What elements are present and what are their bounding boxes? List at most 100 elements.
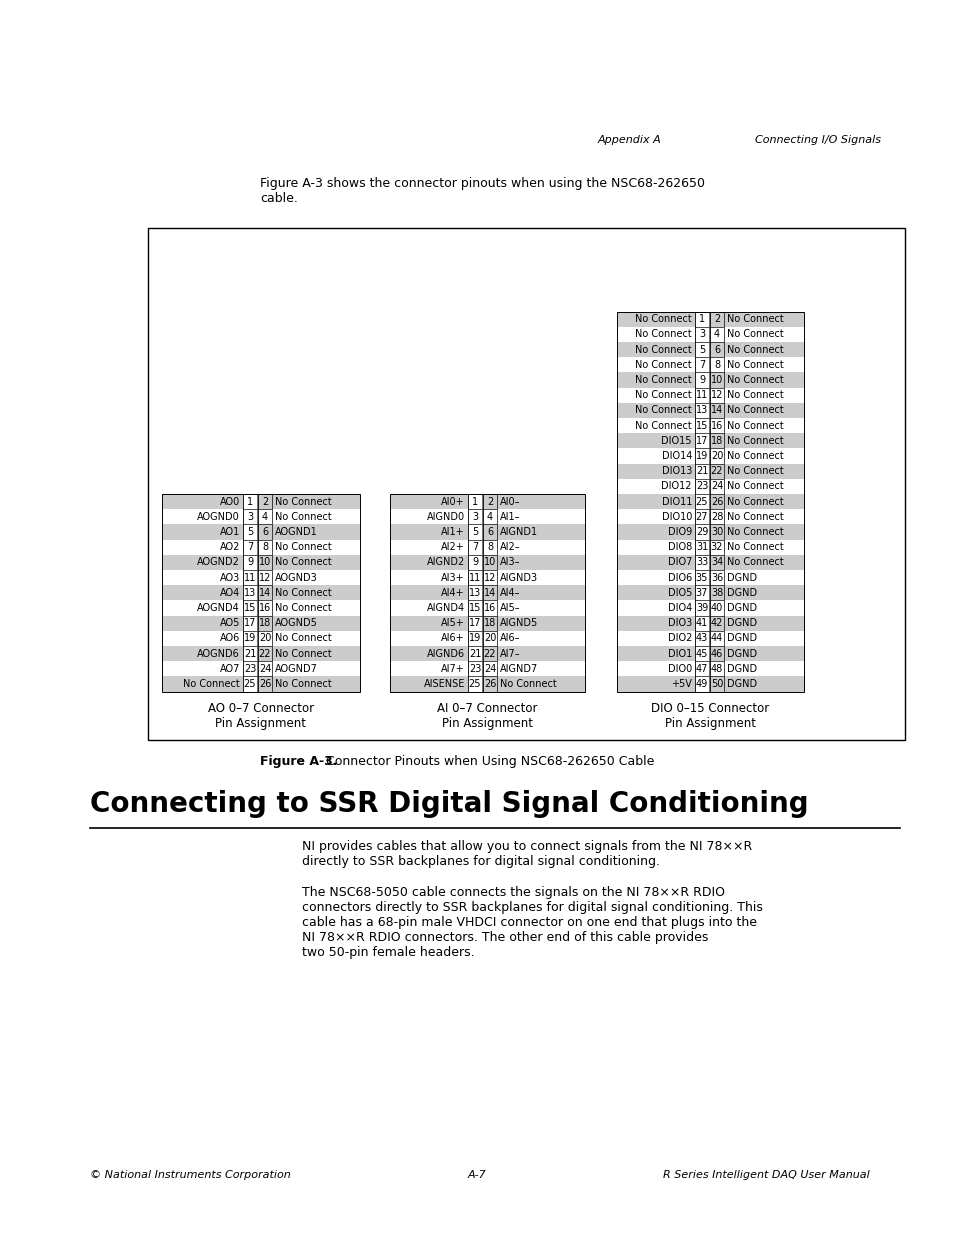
Text: AI5–: AI5– <box>499 603 520 613</box>
Bar <box>390 585 468 600</box>
Bar <box>272 646 359 661</box>
Bar <box>617 615 695 631</box>
Bar <box>617 525 695 540</box>
Text: No Connect: No Connect <box>726 345 783 354</box>
Text: 50: 50 <box>710 679 722 689</box>
Bar <box>617 357 695 373</box>
Bar <box>695 571 708 585</box>
Text: AI3+: AI3+ <box>441 573 464 583</box>
Text: 23: 23 <box>468 663 480 674</box>
Text: DIO7: DIO7 <box>667 557 691 567</box>
Bar <box>695 327 708 342</box>
Text: AOGND5: AOGND5 <box>274 619 317 629</box>
Text: No Connect: No Connect <box>726 511 783 522</box>
Text: DIO15: DIO15 <box>660 436 691 446</box>
Text: No Connect: No Connect <box>726 421 783 431</box>
Bar <box>617 646 695 661</box>
Text: 7: 7 <box>247 542 253 552</box>
Bar <box>617 494 695 509</box>
Bar <box>482 585 497 600</box>
Text: 36: 36 <box>710 573 722 583</box>
Bar <box>162 571 243 585</box>
Bar <box>723 448 803 463</box>
Bar <box>272 585 359 600</box>
Bar <box>723 494 803 509</box>
Text: No Connect: No Connect <box>726 405 783 415</box>
Text: AISENSE: AISENSE <box>423 679 464 689</box>
Bar <box>482 525 497 540</box>
Text: 16: 16 <box>710 421 722 431</box>
Bar <box>243 615 256 631</box>
Bar <box>468 600 481 615</box>
Bar <box>468 509 481 525</box>
Bar <box>257 540 272 555</box>
Bar <box>272 571 359 585</box>
Bar <box>243 677 256 692</box>
Bar <box>497 571 584 585</box>
Bar <box>162 494 359 692</box>
Bar <box>272 494 359 509</box>
Bar <box>709 342 723 357</box>
Text: 10: 10 <box>710 375 722 385</box>
Text: AI4+: AI4+ <box>441 588 464 598</box>
Text: AIGND2: AIGND2 <box>426 557 464 567</box>
Text: 16: 16 <box>483 603 496 613</box>
Bar <box>243 571 256 585</box>
Text: AI 0–7 Connector
Pin Assignment: AI 0–7 Connector Pin Assignment <box>436 701 537 730</box>
Text: 48: 48 <box>710 663 722 674</box>
Bar <box>617 327 695 342</box>
Bar <box>497 494 584 509</box>
Bar <box>497 555 584 571</box>
Text: No Connect: No Connect <box>274 557 332 567</box>
Text: DGND: DGND <box>726 619 757 629</box>
Text: DIO9: DIO9 <box>667 527 691 537</box>
Text: Connecting I/O Signals: Connecting I/O Signals <box>754 135 880 144</box>
Bar <box>723 463 803 479</box>
Bar <box>482 540 497 555</box>
Bar <box>257 509 272 525</box>
Text: 9: 9 <box>699 375 704 385</box>
Text: 4: 4 <box>262 511 268 522</box>
Bar <box>709 494 723 509</box>
Text: DIO10: DIO10 <box>661 511 691 522</box>
Text: 7: 7 <box>699 359 704 369</box>
Text: No Connect: No Connect <box>726 451 783 461</box>
Text: 49: 49 <box>695 679 707 689</box>
Bar <box>695 631 708 646</box>
Text: AOGND2: AOGND2 <box>197 557 240 567</box>
Text: 18: 18 <box>710 436 722 446</box>
Bar <box>468 494 481 509</box>
Bar <box>497 509 584 525</box>
Bar <box>243 646 256 661</box>
Text: AO4: AO4 <box>219 588 240 598</box>
Bar <box>695 463 708 479</box>
Bar <box>617 509 695 525</box>
Text: No Connect: No Connect <box>726 390 783 400</box>
Text: No Connect: No Connect <box>726 359 783 369</box>
Text: 14: 14 <box>483 588 496 598</box>
Text: DGND: DGND <box>726 679 757 689</box>
Text: The NSC68-5050 cable connects the signals on the NI 78××R RDIO
connectors direct: The NSC68-5050 cable connects the signal… <box>302 885 762 960</box>
Text: Figure A-3.: Figure A-3. <box>260 755 337 768</box>
Bar <box>709 373 723 388</box>
Text: 18: 18 <box>258 619 271 629</box>
Text: 25: 25 <box>695 496 707 506</box>
Text: 24: 24 <box>258 663 271 674</box>
Bar <box>695 646 708 661</box>
Bar <box>723 403 803 417</box>
Text: No Connect: No Connect <box>499 679 557 689</box>
Bar <box>709 631 723 646</box>
Text: NI provides cables that allow you to connect signals from the NI 78××R
directly : NI provides cables that allow you to con… <box>302 840 752 868</box>
Bar <box>243 585 256 600</box>
Text: DIO6: DIO6 <box>667 573 691 583</box>
Text: No Connect: No Connect <box>274 511 332 522</box>
Bar <box>162 540 243 555</box>
Bar <box>617 463 695 479</box>
Bar <box>390 571 468 585</box>
Bar <box>709 677 723 692</box>
Text: 2: 2 <box>262 496 268 506</box>
Bar <box>243 600 256 615</box>
Text: 21: 21 <box>244 648 256 658</box>
Text: 13: 13 <box>695 405 707 415</box>
Text: R Series Intelligent DAQ User Manual: R Series Intelligent DAQ User Manual <box>662 1170 869 1179</box>
